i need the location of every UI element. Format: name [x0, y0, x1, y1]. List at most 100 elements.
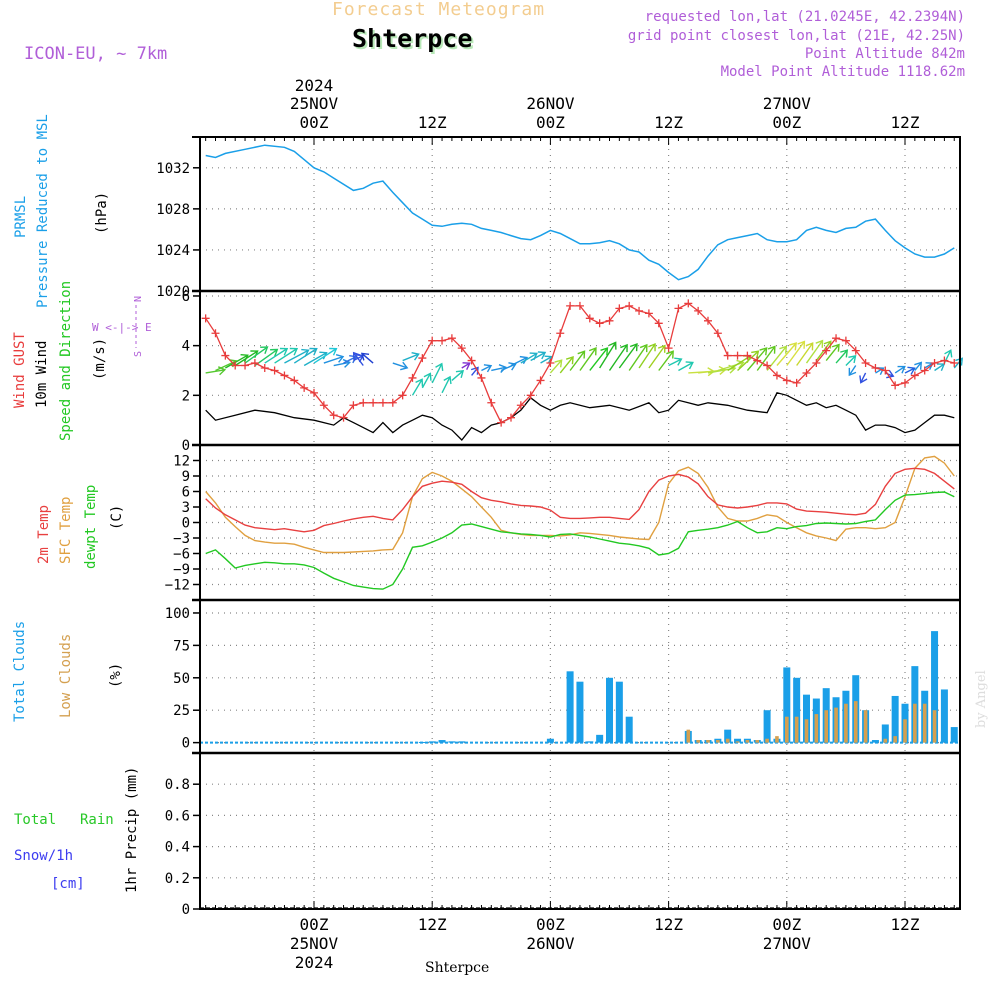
- gust-marker: [674, 304, 683, 313]
- wind-arrow-head: [859, 375, 868, 384]
- low-cloud-bar: [903, 719, 907, 743]
- wind-arrow-head: [279, 347, 289, 356]
- precip-unit-label: 1hr Precip (mm): [124, 767, 140, 893]
- gust-marker: [950, 359, 959, 368]
- wind-arrow-shaft: [796, 342, 814, 366]
- wind-arrow-head: [455, 369, 465, 378]
- low-cloud-bar: [824, 710, 828, 743]
- ytick-label: 75: [173, 638, 190, 654]
- low-cloud-bar: [706, 740, 710, 743]
- bottom-date-label: 26NOV: [526, 934, 575, 953]
- low-cloud-bar: [775, 736, 779, 743]
- gust-marker: [290, 376, 299, 385]
- total-rain-label-a: Total: [14, 812, 56, 828]
- gust-marker: [349, 401, 358, 410]
- gust-marker: [605, 316, 614, 325]
- wind-arrow-head: [360, 352, 370, 361]
- prmsl-panel: 1020 1024 1028 1032: [156, 144, 955, 300]
- gust-marker: [497, 418, 506, 427]
- ytick-label: 0.2: [165, 871, 190, 887]
- prmsl-unit-label: (hPa): [94, 192, 110, 234]
- gust-marker: [595, 319, 604, 328]
- gust-marker: [398, 391, 407, 400]
- low-cloud-bar: [765, 738, 769, 743]
- ytick-label: 0: [182, 902, 190, 918]
- low-cloud-bar: [893, 736, 897, 743]
- wind-arrow-shaft: [894, 365, 906, 374]
- total-cloud-bar: [803, 694, 810, 743]
- cloud-unit-label: (%): [108, 663, 124, 688]
- total-cloud-bar: [931, 631, 939, 743]
- wind-arrow-shaft: [658, 350, 674, 371]
- gust-marker: [654, 319, 663, 328]
- low-cloud-bar: [844, 703, 848, 743]
- wind-arrow-head: [600, 347, 609, 356]
- wind-arrow-shaft: [860, 372, 867, 383]
- gust-marker: [536, 376, 545, 385]
- gust-marker: [733, 351, 742, 360]
- wind-arrow-head: [955, 357, 964, 366]
- low-clouds-label: Low Clouds: [58, 634, 74, 718]
- gust-marker: [782, 376, 791, 385]
- sfc-label: SFC Temp: [58, 497, 74, 564]
- low-cloud-bar: [716, 740, 720, 743]
- top-date-label: 26NOV: [526, 94, 575, 113]
- temp-unit-label: (C): [109, 505, 125, 530]
- top-year-label: 2024: [295, 76, 334, 95]
- wind-arrow-shaft: [678, 361, 694, 372]
- wind-arrow-head: [537, 351, 547, 360]
- wind-arrow-shaft: [825, 344, 840, 361]
- compass-s: S: [133, 351, 144, 357]
- wind-arrow-shaft: [638, 343, 656, 369]
- low-cloud-bar: [834, 707, 838, 743]
- gust-marker: [546, 359, 555, 368]
- total-cloud-bar: [438, 740, 446, 743]
- wind-arrow-head: [648, 342, 656, 352]
- ytick-label: 25: [173, 703, 190, 719]
- wind-arrow-head: [483, 364, 493, 373]
- wind-arrow-shaft: [451, 370, 464, 381]
- wind-arrow-head: [779, 345, 788, 354]
- credit-label: by Angel: [974, 670, 989, 728]
- wind-arrow-shaft: [441, 376, 451, 394]
- wind-arrow-head: [554, 359, 563, 368]
- gust-marker: [910, 371, 919, 380]
- top-time-label: 12Z: [654, 113, 683, 132]
- gust-marker: [881, 366, 890, 375]
- gust-marker: [566, 301, 575, 310]
- gust-marker: [763, 361, 772, 370]
- low-cloud-bar: [794, 716, 799, 743]
- wind-arrow-head: [498, 364, 507, 373]
- gust-marker: [408, 373, 417, 382]
- wind-arrow-head: [805, 342, 814, 351]
- bottom-year-label: 2024: [295, 953, 334, 972]
- wind-arrow-head: [815, 339, 824, 348]
- wind-arrow-head: [759, 347, 768, 356]
- wind-arrow-head: [886, 369, 895, 379]
- gust-marker: [339, 413, 348, 422]
- low-cloud-bar: [735, 741, 740, 743]
- chart-title: Forecast Meteogram: [332, 0, 546, 20]
- requested-coords: requested lon,lat (21.0245E, 42.2394N): [644, 9, 965, 25]
- total-cloud-bar: [763, 710, 771, 743]
- wind-arrow-shaft: [756, 346, 776, 371]
- grid-lines: [200, 137, 960, 910]
- wind-panel: 0 2 4 6: [182, 289, 964, 454]
- wind-arrow-shaft: [431, 363, 443, 384]
- wind-arrow-head: [629, 342, 638, 352]
- location-title: Shterpce: [352, 24, 473, 53]
- wind-arrow-head: [897, 365, 906, 374]
- gust-marker: [585, 314, 594, 323]
- compass-n: N: [133, 296, 144, 302]
- ytick-label: 6: [182, 289, 190, 305]
- wind-arrow-shaft: [589, 347, 608, 371]
- ytick-label: 100: [165, 606, 190, 622]
- wind-arrow-head: [674, 357, 683, 366]
- ytick-label: 9: [182, 469, 190, 485]
- gust-marker: [713, 329, 722, 338]
- wind-arrow-head: [657, 344, 666, 353]
- ytick-label: 0: [182, 516, 190, 532]
- wind-arrow-head: [289, 347, 299, 356]
- wind-arrow-shaft: [402, 353, 419, 362]
